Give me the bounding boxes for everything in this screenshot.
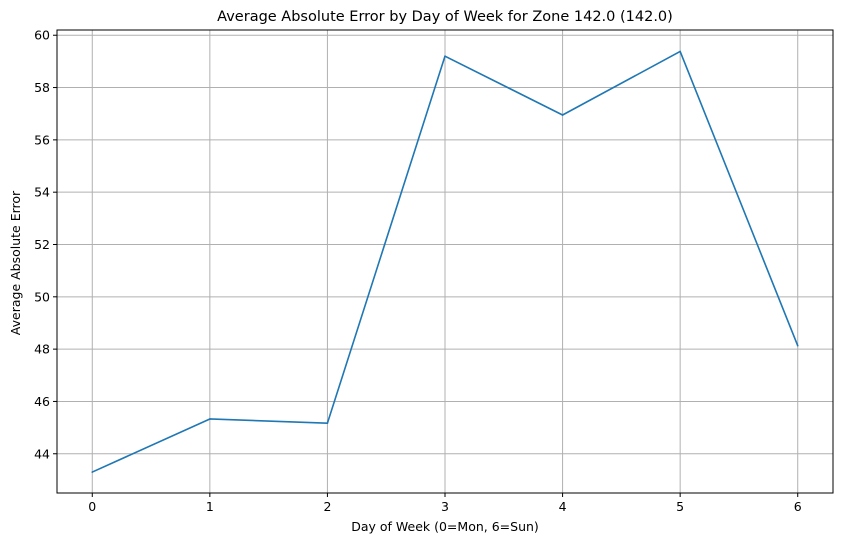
x-tick-label: 6 [794,499,802,514]
data-point [326,422,329,424]
series-layer [91,50,799,473]
y-axis-ticks: 44 46 48 50 52 54 56 58 60 [34,28,57,461]
y-tick-label: 60 [34,28,50,43]
y-tick-label: 50 [34,289,50,304]
y-tick-label: 58 [34,80,50,95]
y-tick-label: 52 [34,237,50,252]
chart-title: Average Absolute Error by Day of Week fo… [217,9,673,25]
x-tick-label: 3 [441,499,449,514]
y-tick-label: 56 [34,132,50,147]
x-tick-label: 5 [676,499,684,514]
y-tick-label: 54 [34,185,50,200]
y-tick-label: 44 [34,446,50,461]
x-tick-label: 1 [206,499,214,514]
x-tick-label: 0 [88,499,96,514]
x-axis-label: Day of Week (0=Mon, 6=Sun) [351,519,539,534]
x-tick-label: 4 [559,499,567,514]
data-point [91,471,94,473]
x-tick-label: 2 [323,499,331,514]
y-tick-label: 48 [34,342,50,357]
y-tick-label: 46 [34,394,50,409]
y-gridlines [57,34,833,455]
x-gridlines [91,30,799,493]
data-point [209,418,211,420]
data-point [561,114,564,116]
data-point [796,344,799,347]
data-point [444,55,446,57]
y-axis-label: Average Absolute Error [8,190,23,335]
data-point [679,50,681,53]
x-axis-ticks: 0 1 2 3 4 5 6 [88,493,802,514]
